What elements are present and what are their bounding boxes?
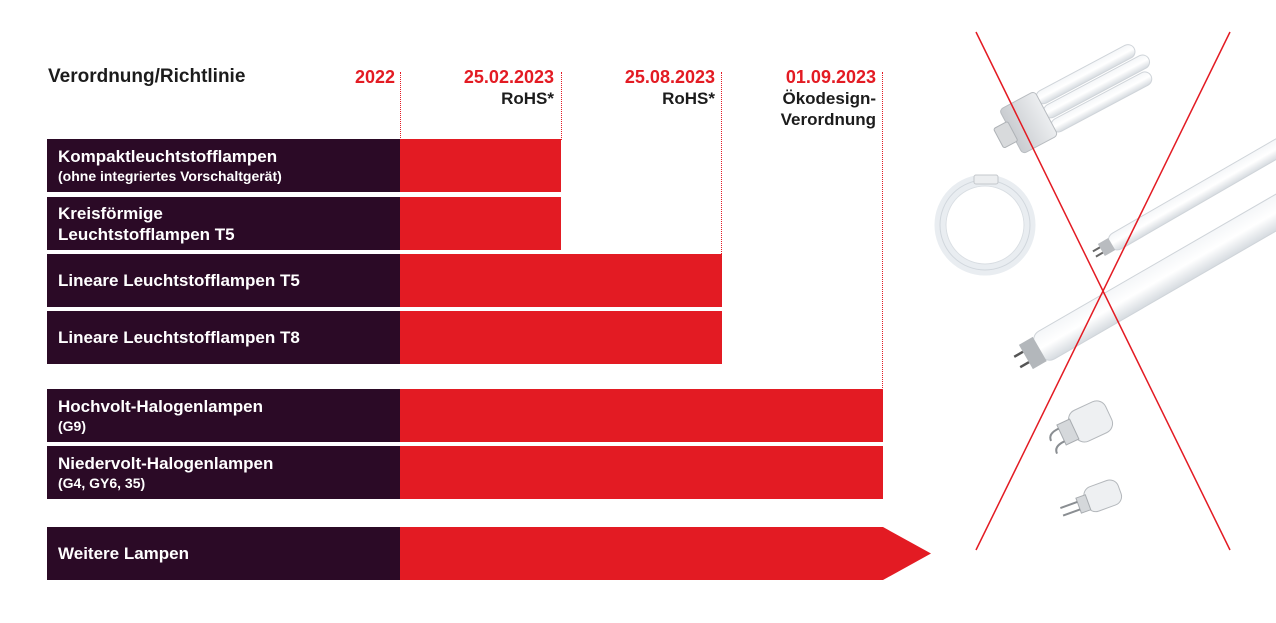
milestone-ecodesign: 01.09.2023 Ökodesign-Verordnung bbox=[746, 66, 876, 130]
milestone-date: 2022 bbox=[354, 67, 395, 87]
milestone-note: RoHS* bbox=[662, 89, 715, 108]
halogen-g4-icon bbox=[1060, 479, 1123, 517]
row-label-main: Lineare Leuchtstofflampen T8 bbox=[58, 328, 300, 347]
row-label-main: Hochvolt-Halogenlampen bbox=[58, 397, 263, 416]
timeline-bar-linear-t8 bbox=[400, 311, 722, 364]
row-label-other: Weitere Lampen bbox=[47, 527, 400, 580]
page-title: Verordnung/Richtlinie bbox=[48, 66, 246, 87]
timeline-bar-nv-halogen bbox=[400, 446, 883, 499]
timeline-bar-compact bbox=[400, 139, 561, 192]
timeline-bar-linear-t5 bbox=[400, 254, 722, 307]
milestone-date: 01.09.2023 bbox=[785, 67, 876, 87]
red-cross-icon bbox=[975, 31, 1231, 551]
milestone-note: RoHS* bbox=[501, 89, 554, 108]
row-label-main: Niedervolt-Halogenlampen bbox=[58, 454, 274, 473]
lamps-illustration bbox=[934, 31, 1276, 551]
timeline-bar-circular bbox=[400, 197, 561, 250]
row-label-sub: (G4, GY6, 35) bbox=[58, 475, 146, 491]
timeline-arrow-other bbox=[400, 527, 931, 580]
row-label-linear-t5: Lineare Leuchtstofflampen T5 bbox=[47, 254, 400, 307]
row-label-linear-t8: Lineare Leuchtstofflampen T8 bbox=[47, 311, 400, 364]
timeline-bar-hv-halogen bbox=[400, 389, 883, 442]
row-label-main: Lineare Leuchtstofflampen T5 bbox=[58, 271, 300, 290]
milestone-line-ecodesign bbox=[882, 72, 883, 390]
milestone-rohs-1: 25.02.2023 RoHS* bbox=[464, 66, 554, 109]
row-label-main: Weitere Lampen bbox=[58, 544, 190, 563]
row-label-circular: Kreisförmige Leuchtstofflampen T5 bbox=[47, 197, 400, 250]
circular-fluorescent-lamp-icon bbox=[934, 174, 1036, 276]
milestone-date: 25.02.2023 bbox=[463, 67, 554, 87]
row-label-sub: (ohne integriertes Vorschaltgerät) bbox=[58, 168, 282, 184]
milestone-line-rohs-1 bbox=[561, 72, 562, 140]
row-label-nv-halogen: Niedervolt-Halogenlampen (G4, GY6, 35) bbox=[47, 446, 400, 499]
milestone-rohs-2: 25.08.2023 RoHS* bbox=[625, 66, 715, 109]
linear-tube-t5-icon bbox=[1092, 129, 1276, 258]
row-label-hv-halogen: Hochvolt-Halogenlampen (G9) bbox=[47, 389, 400, 442]
milestone-line-rohs-2 bbox=[721, 72, 722, 254]
milestone-line-2022 bbox=[400, 72, 401, 140]
linear-tube-t8-icon bbox=[1013, 189, 1276, 370]
row-label-compact: Kompaktleuchtstofflampen (ohne integrier… bbox=[47, 139, 400, 192]
row-label-main: Kompaktleuchtstofflampen bbox=[58, 147, 278, 166]
milestone-2022: 2022 bbox=[355, 66, 395, 88]
row-label-main: Kreisförmige Leuchtstofflampen T5 bbox=[58, 203, 235, 244]
milestone-note: Ökodesign-Verordnung bbox=[780, 89, 876, 129]
halogen-g9-icon bbox=[1049, 400, 1114, 455]
milestone-date: 25.08.2023 bbox=[624, 67, 715, 87]
compact-fluorescent-lamp-icon bbox=[993, 44, 1153, 154]
row-label-sub: (G9) bbox=[58, 418, 86, 434]
